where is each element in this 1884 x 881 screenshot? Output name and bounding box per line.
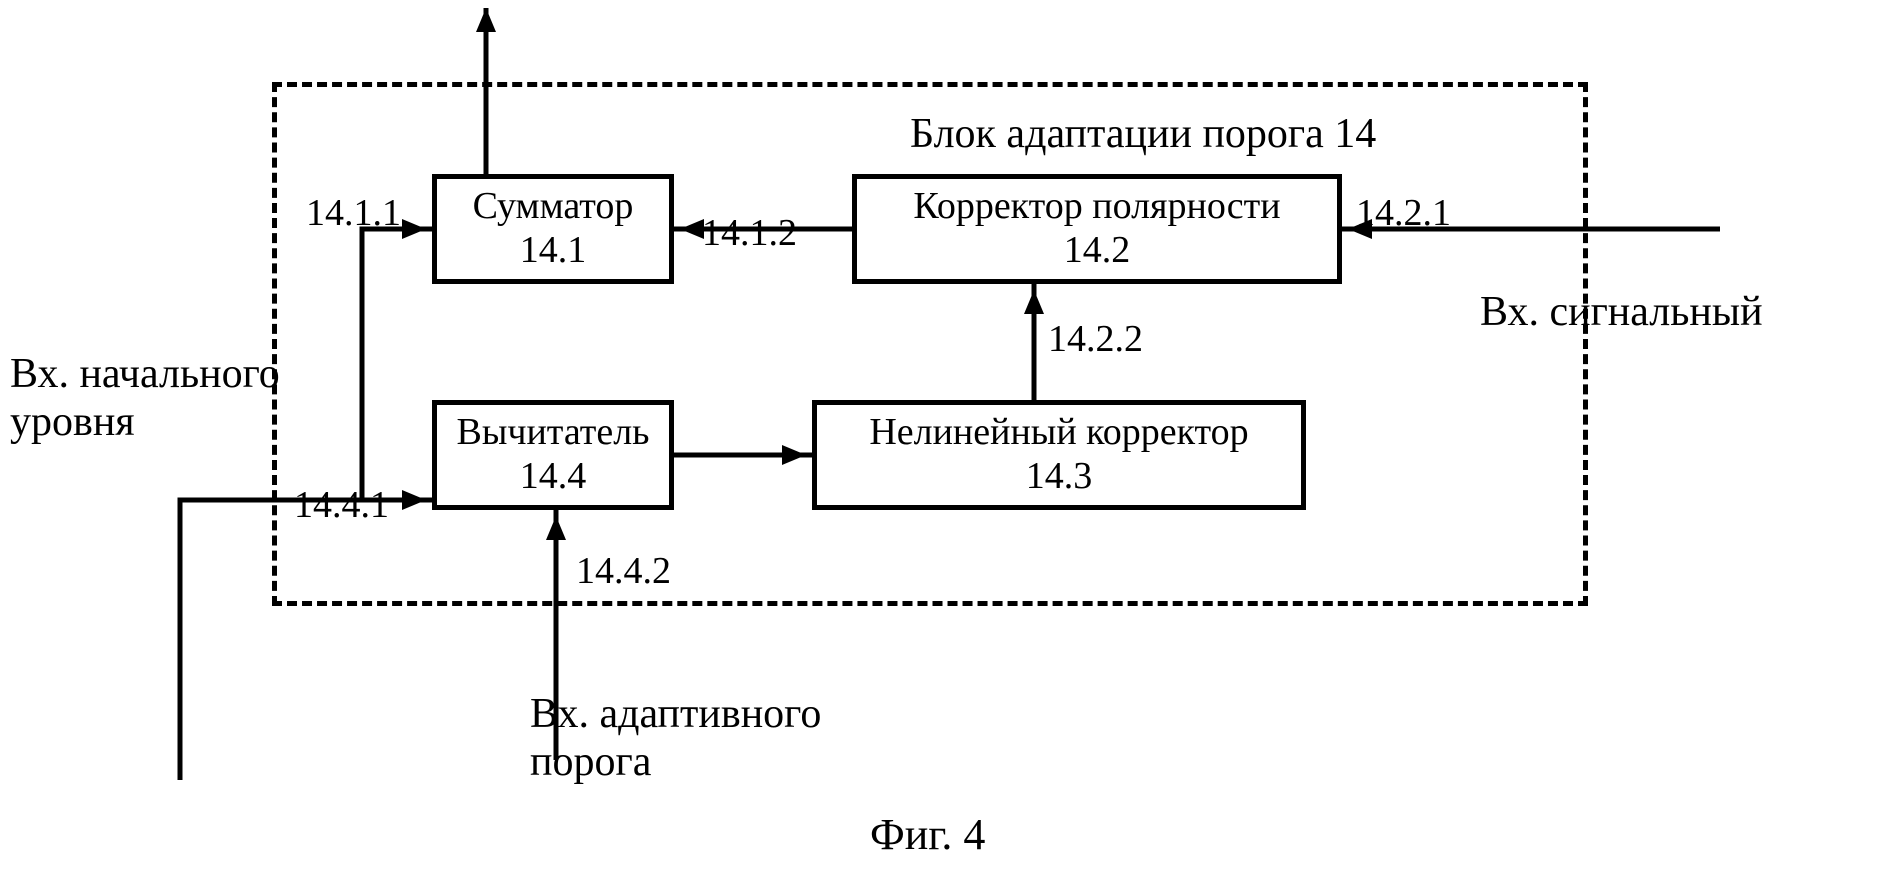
port-14-4-2: 14.4.2 [576,550,671,594]
label-in-initial-2: уровня [10,398,135,446]
subtractor-block: Вычитатель 14.4 [432,400,674,510]
summator-num: 14.1 [520,229,587,273]
container-title: Блок адаптации порога 14 [910,110,1376,158]
port-14-2-1: 14.2.1 [1356,192,1451,236]
nonlinear-corrector-num: 14.3 [1026,455,1093,499]
figure-caption: Фиг. 4 [870,810,985,861]
nonlinear-corrector-block: Нелинейный корректор 14.3 [812,400,1306,510]
polarity-corrector-name: Корректор полярности [913,185,1280,229]
subtractor-name: Вычитатель [456,411,649,455]
arrowhead-out-top [476,8,496,32]
label-in-adaptive-1: Вх. адаптивного [530,690,821,738]
polarity-corrector-num: 14.2 [1064,229,1131,273]
port-14-1-2: 14.1.2 [702,212,797,256]
subtractor-num: 14.4 [520,455,587,499]
port-14-4-1: 14.4.1 [294,484,389,528]
label-in-signal: Вх. сигнальный [1480,288,1763,336]
port-14-2-2: 14.2.2 [1048,318,1143,362]
summator-name: Сумматор [473,185,634,229]
port-14-1-1: 14.1.1 [306,192,401,236]
threshold-adaptation-block [272,82,1588,606]
label-in-adaptive-2: порога [530,738,651,786]
summator-block: Сумматор 14.1 [432,174,674,284]
polarity-corrector-block: Корректор полярности 14.2 [852,174,1342,284]
label-in-initial-1: Вх. начального [10,350,280,398]
nonlinear-corrector-name: Нелинейный корректор [869,411,1248,455]
